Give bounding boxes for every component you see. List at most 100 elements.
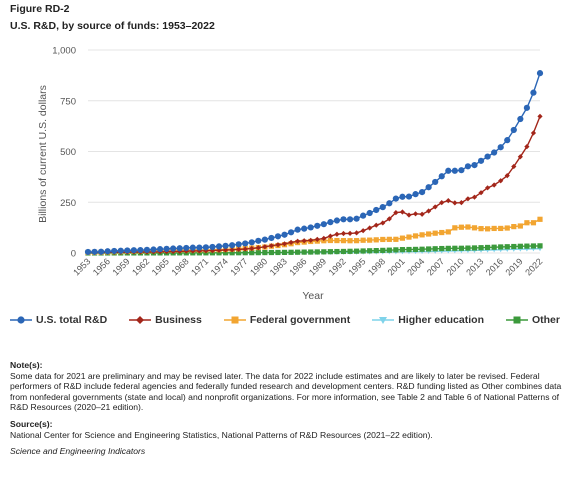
data-point [491, 182, 497, 188]
data-point [380, 220, 386, 226]
x-tick-label: 1992 [327, 256, 348, 277]
data-point [458, 167, 465, 174]
data-point [249, 250, 255, 256]
data-point [425, 184, 432, 191]
notes-heading: Note(s): [10, 360, 43, 370]
data-point [163, 245, 170, 252]
legend-label-us-total: U.S. total R&D [35, 314, 108, 326]
data-point [202, 244, 210, 251]
data-point [334, 237, 340, 244]
data-point [236, 246, 242, 253]
data-point [176, 245, 183, 252]
series-business [85, 113, 543, 256]
x-tick-label: 1986 [287, 256, 308, 277]
data-point [327, 237, 333, 244]
data-point [340, 248, 347, 255]
data-point [412, 191, 419, 198]
data-point [340, 216, 347, 223]
data-point [281, 231, 288, 238]
data-point [333, 217, 341, 224]
data-point [242, 240, 249, 247]
legend-item-business[interactable]: Business [129, 314, 202, 326]
data-point [418, 189, 426, 196]
data-point [477, 157, 485, 164]
data-point [530, 220, 537, 226]
data-point [379, 204, 386, 211]
data-point [524, 220, 530, 226]
data-point [360, 228, 366, 234]
data-point [452, 245, 458, 251]
data-point [353, 230, 360, 236]
y-tick-label: 250 [60, 198, 76, 209]
source-text: National Center for Science and Engineer… [10, 429, 433, 440]
data-point [399, 193, 406, 200]
data-point [465, 245, 471, 251]
data-point [242, 246, 248, 252]
legend-item-federal[interactable]: Federal government [223, 314, 351, 326]
chart-notes: Note(s): Some data for 2021 are prelimin… [10, 360, 562, 457]
x-tick-label: 1989 [307, 256, 328, 277]
data-point [373, 222, 379, 228]
data-point [248, 239, 255, 246]
data-point [242, 250, 248, 256]
data-point [464, 163, 472, 170]
legend-item-us-total[interactable]: U.S. total R&D [9, 314, 108, 326]
data-point [229, 242, 236, 249]
data-point [353, 238, 360, 244]
data-point [321, 235, 327, 241]
data-point [353, 215, 360, 222]
data-point [439, 229, 445, 236]
data-point [478, 226, 484, 232]
data-point [465, 196, 471, 202]
data-point [301, 249, 307, 255]
data-point [360, 212, 367, 219]
data-point [524, 144, 530, 150]
data-point [511, 224, 517, 230]
data-point [288, 239, 294, 245]
data-point [497, 144, 504, 151]
source-heading: Source(s): [10, 418, 53, 429]
x-tick-label: 2016 [484, 256, 505, 277]
legend-item-higher-education[interactable]: Higher education [372, 314, 484, 326]
data-point [439, 200, 445, 206]
data-point [274, 233, 282, 240]
data-point [439, 245, 445, 252]
x-tick-label: 2019 [504, 256, 525, 277]
notes-text: Some data for 2021 are preliminary and m… [10, 370, 562, 413]
data-point [484, 153, 491, 160]
data-point [380, 236, 386, 243]
data-point [262, 244, 268, 250]
data-point [295, 249, 301, 255]
x-tick-label: 2013 [464, 256, 485, 277]
data-point [189, 244, 196, 251]
series-line [88, 218, 541, 254]
data-point [367, 237, 373, 243]
x-tick-label: 1968 [169, 256, 190, 277]
data-point [320, 221, 327, 228]
data-point [84, 248, 92, 256]
data-point [327, 219, 334, 226]
data-point [327, 233, 333, 239]
data-point [445, 167, 452, 174]
data-point [478, 245, 484, 251]
y-axis-ticks: 0 250 500 750 1,000 [52, 46, 76, 260]
legend-label-federal: Federal government [249, 314, 351, 326]
data-point [281, 249, 288, 255]
circle-marker-icon [9, 316, 32, 324]
data-point [432, 230, 438, 236]
data-point [393, 210, 399, 216]
legend-item-other[interactable]: Other [505, 314, 560, 326]
data-point [405, 193, 413, 200]
data-point [196, 244, 203, 251]
data-point [98, 248, 105, 255]
data-point [275, 249, 281, 256]
data-point [484, 244, 491, 251]
data-point [334, 248, 340, 255]
data-point [170, 245, 177, 252]
data-point [504, 137, 511, 144]
data-point [406, 212, 412, 218]
x-tick-label: 2007 [425, 256, 446, 277]
data-point [347, 238, 353, 244]
data-point [386, 247, 392, 253]
data-point [511, 243, 517, 250]
